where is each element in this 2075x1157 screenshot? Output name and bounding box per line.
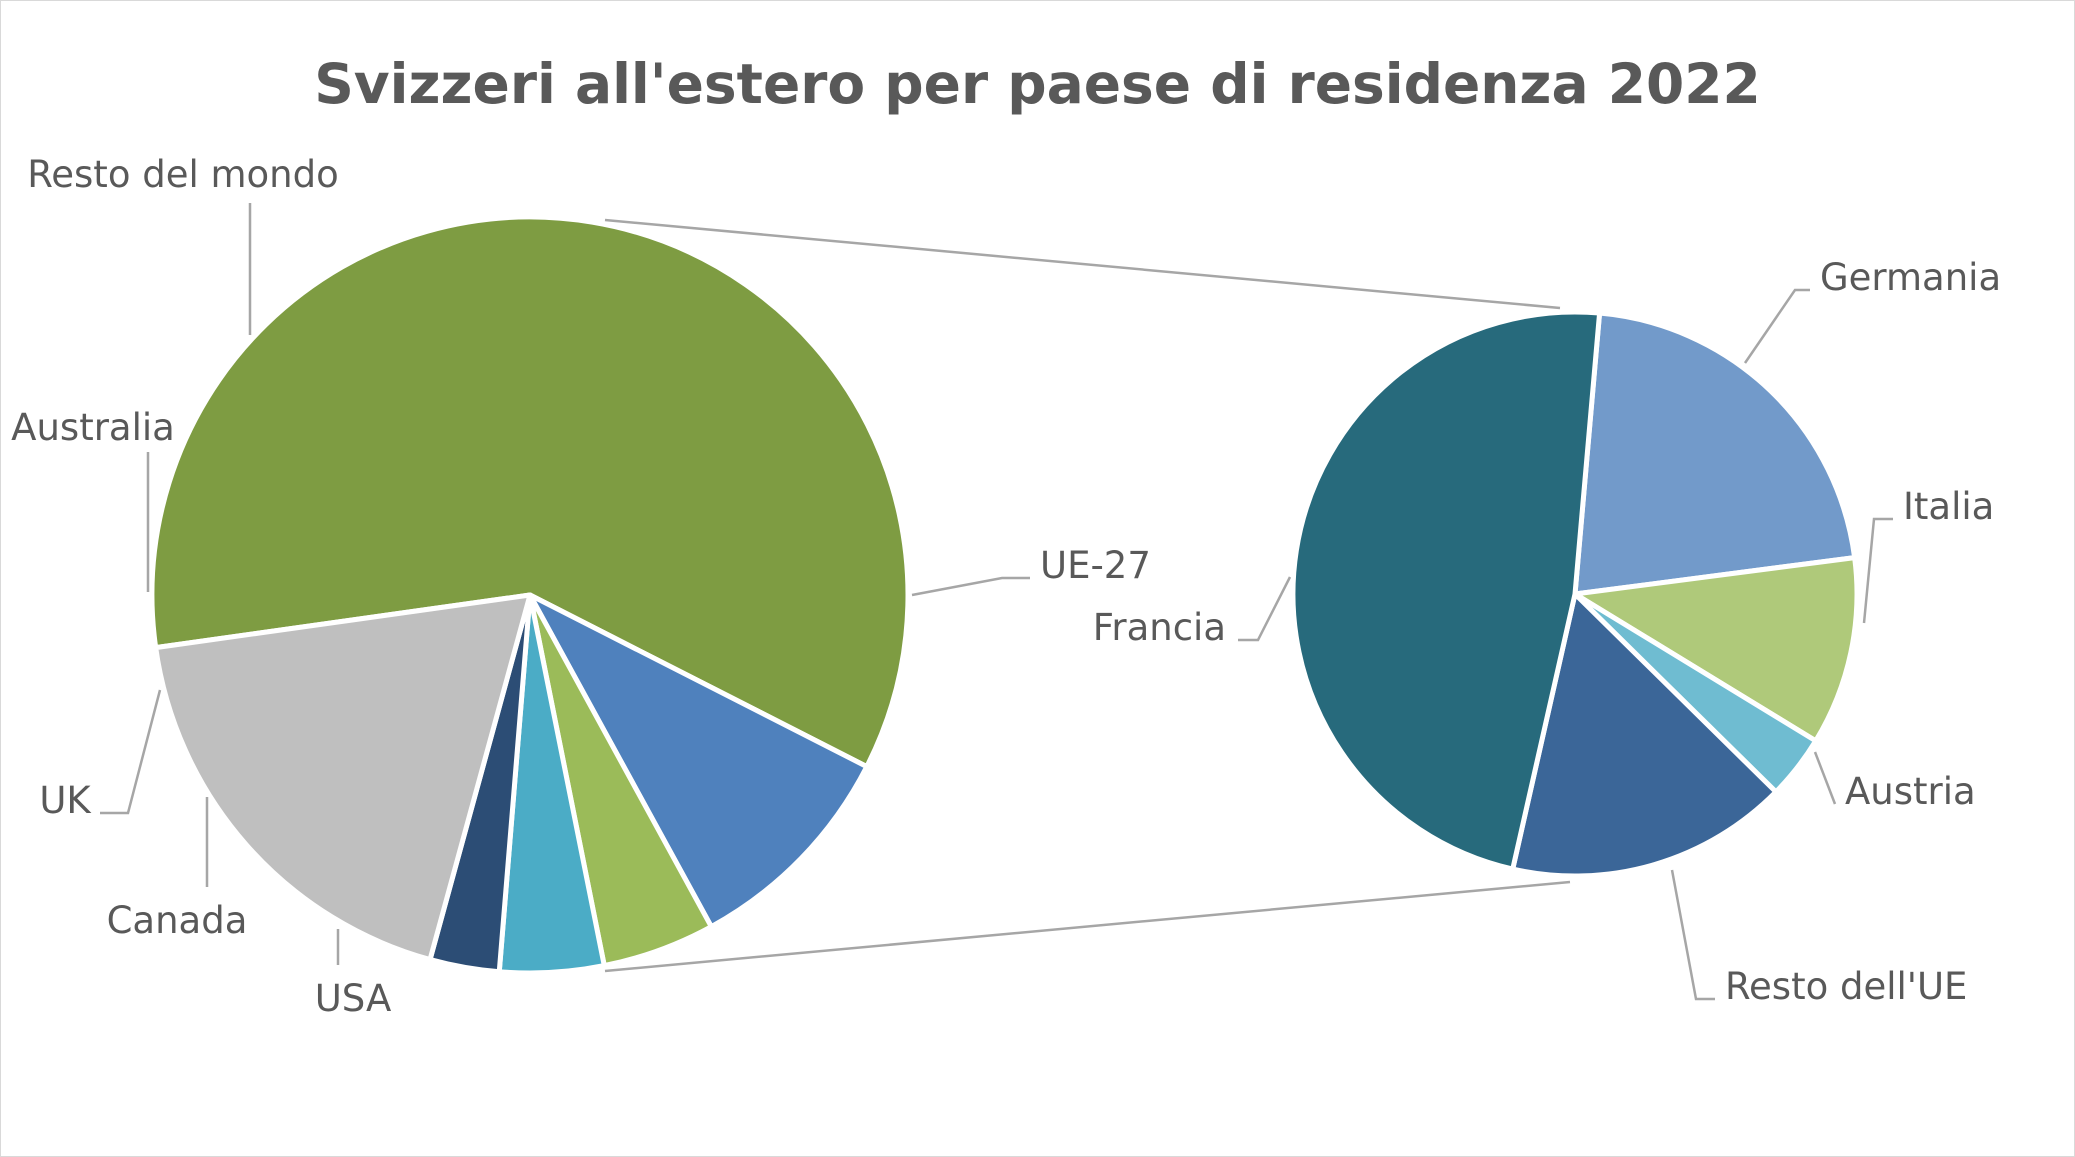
connector-lines xyxy=(604,218,1571,973)
secondary-leader-francia xyxy=(1238,576,1292,642)
main-label-resto-del-mondo: Resto del mondo xyxy=(27,153,339,196)
secondary-leader-germania xyxy=(1743,288,1810,364)
leader-lines xyxy=(100,203,1893,1001)
secondary-leader-austria xyxy=(1813,751,1837,805)
main-leader-ue-27 xyxy=(911,576,1030,597)
main-label-ue-27: UE-27 xyxy=(1040,544,1151,587)
main-slice-ue-27 xyxy=(149,214,911,770)
connector-line-bottom xyxy=(604,880,1571,973)
secondary-label-resto-dell-ue: Resto dell'UE xyxy=(1725,965,1967,1008)
secondary-slice-francia xyxy=(1290,309,1603,872)
main-label-uk: UK xyxy=(39,779,92,822)
main-label-usa: USA xyxy=(315,977,392,1020)
main-label-canada: Canada xyxy=(107,899,248,942)
secondary-pie xyxy=(1290,309,1860,879)
secondary-label-italia: Italia xyxy=(1903,485,1994,528)
main-slice-resto-del-mondo xyxy=(153,592,533,963)
main-leader-uk xyxy=(100,689,162,815)
secondary-slice-germania xyxy=(1572,310,1858,597)
secondary-label-austria: Austria xyxy=(1845,770,1976,813)
connector-line-top xyxy=(604,218,1561,310)
main-label-australia: Australia xyxy=(11,406,175,449)
secondary-label-germania: Germania xyxy=(1820,256,2001,299)
main-pie xyxy=(149,214,911,976)
secondary-label-francia: Francia xyxy=(1093,606,1226,649)
main-slice-usa xyxy=(527,592,870,930)
secondary-slice-resto-dell-ue xyxy=(1510,591,1779,879)
secondary-leader-italia xyxy=(1862,517,1893,624)
secondary-slice-italia xyxy=(1572,555,1860,744)
slice-labels: UE-27 USA Canada UK Australia Resto del mondo… xyxy=(11,153,2001,1020)
chart-title: Svizzeri all'estero per paese di residen… xyxy=(314,52,1761,116)
secondary-leader-resto-dell-ue xyxy=(1670,869,1715,1001)
